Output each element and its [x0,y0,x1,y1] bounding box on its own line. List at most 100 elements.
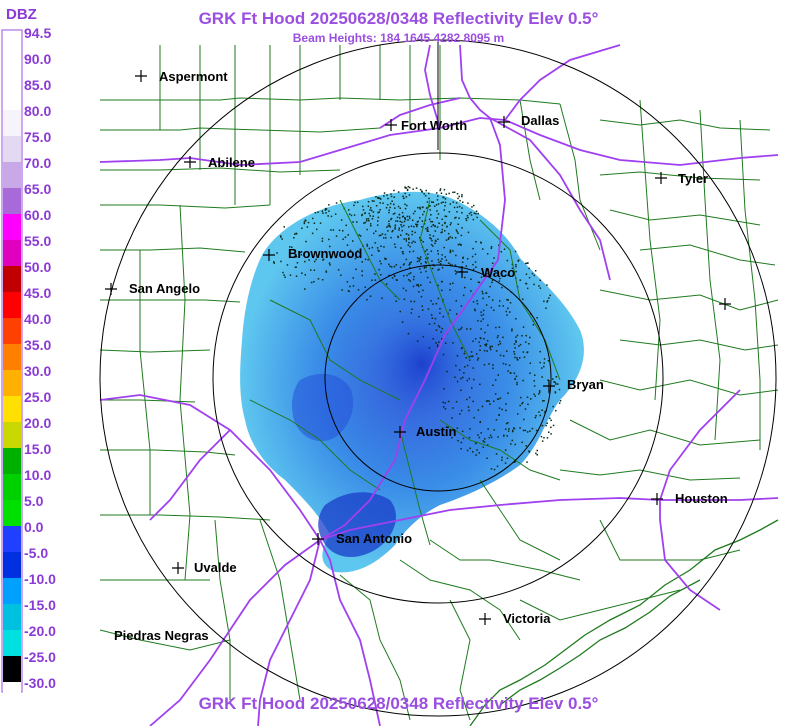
speckle-dot [403,224,405,227]
speckle-dot [454,270,457,272]
speckle-dot [441,254,443,256]
speckle-dot [427,257,429,259]
city-aspermont: Aspermont [135,69,228,84]
speckle-dot [441,231,443,233]
speckle-dot [408,237,410,239]
speckle-dot [434,225,436,227]
speckle-dot [530,398,532,400]
legend-label: 75.0 [24,129,51,145]
speckle-dot [335,235,338,237]
legend-labels: 94.5 90.0 85.0 80.0 75.0 70.0 65.0 60.0 55.0 50.0… [24,25,56,691]
city-austin: Austin [394,424,457,439]
speckle-dot [442,406,445,408]
speckle-dot [397,236,399,239]
speckle-dot [391,200,393,202]
speckle-dot [434,317,437,320]
speckle-dot [475,213,477,215]
speckle-dot [455,364,457,367]
speckle-dot [480,337,482,340]
speckle-dot [455,300,457,302]
speckle-dot [361,270,363,272]
speckle-dot [421,191,423,193]
speckle-dot [401,221,403,224]
speckle-dot [386,204,389,206]
speckle-dot [420,271,422,274]
speckle-dot [430,314,433,316]
speckle-dot [514,443,516,446]
speckle-dot [492,364,494,366]
speckle-dot [289,274,292,276]
legend-label: -30.0 [24,675,56,691]
speckle-dot [382,202,384,204]
speckle-dot [367,205,370,207]
speckle-dot [491,299,494,301]
speckle-dot [354,257,357,260]
legend-swatch [3,552,21,578]
speckle-dot [449,263,452,266]
speckle-dot [502,362,505,365]
speckle-dot [379,260,381,262]
legend-swatch [3,136,21,162]
speckle-dot [461,227,463,229]
speckle-dot [482,318,484,320]
speckle-dot [449,251,451,254]
speckle-dot [501,408,503,411]
speckle-dot [406,215,409,218]
speckle-dot [461,212,463,214]
speckle-dot [273,262,275,264]
speckle-dot [368,247,371,250]
city-bryan: Bryan [543,377,604,392]
speckle-dot [371,254,373,256]
speckle-dot [449,236,452,238]
speckle-dot [452,201,454,203]
speckle-dot [379,202,381,204]
speckle-dot [445,239,448,241]
speckle-dot [439,188,442,190]
speckle-dot [478,341,480,343]
speckle-dot [403,263,405,265]
speckle-dot [456,211,458,213]
speckle-dot [406,188,409,191]
speckle-dot [385,207,388,209]
speckle-dot [489,403,491,405]
speckle-dot [405,240,408,242]
speckle-dot [522,401,524,404]
speckle-dot [498,407,501,409]
speckle-dot [514,250,517,253]
speckle-dot [444,342,447,344]
speckle-dot [293,249,296,251]
speckle-dot [494,270,496,272]
city-label-san-antonio: San Antonio [336,531,412,546]
speckle-dot [539,414,541,417]
speckle-dot [417,283,419,286]
speckle-dot [475,241,477,243]
speckle-dot [525,334,527,337]
speckle-dot [422,241,424,243]
speckle-dot [539,350,541,353]
speckle-dot [410,225,413,227]
speckle-dot [411,242,413,244]
speckle-dot [546,284,548,286]
speckle-dot [455,273,457,275]
speckle-dot [391,230,393,233]
speckle-dot [513,461,516,463]
speckle-dot [369,295,372,297]
speckle-dot [435,329,438,331]
speckle-dot [450,222,452,224]
speckle-dot [541,376,543,378]
speckle-dot [314,211,317,214]
legend-swatch [3,32,21,58]
speckle-dot [437,203,440,205]
speckle-dot [407,219,409,221]
speckle-dot [550,419,552,422]
speckle-dot [377,249,379,252]
speckle-dot [378,268,380,271]
speckle-dot [394,246,397,248]
speckle-dot [485,292,487,294]
city-victoria: Victoria [479,611,551,626]
speckle-dot [491,281,493,284]
speckle-dot [304,288,306,290]
speckle-dot [428,218,431,221]
speckle-dot [465,357,467,359]
speckle-dot [387,225,389,227]
